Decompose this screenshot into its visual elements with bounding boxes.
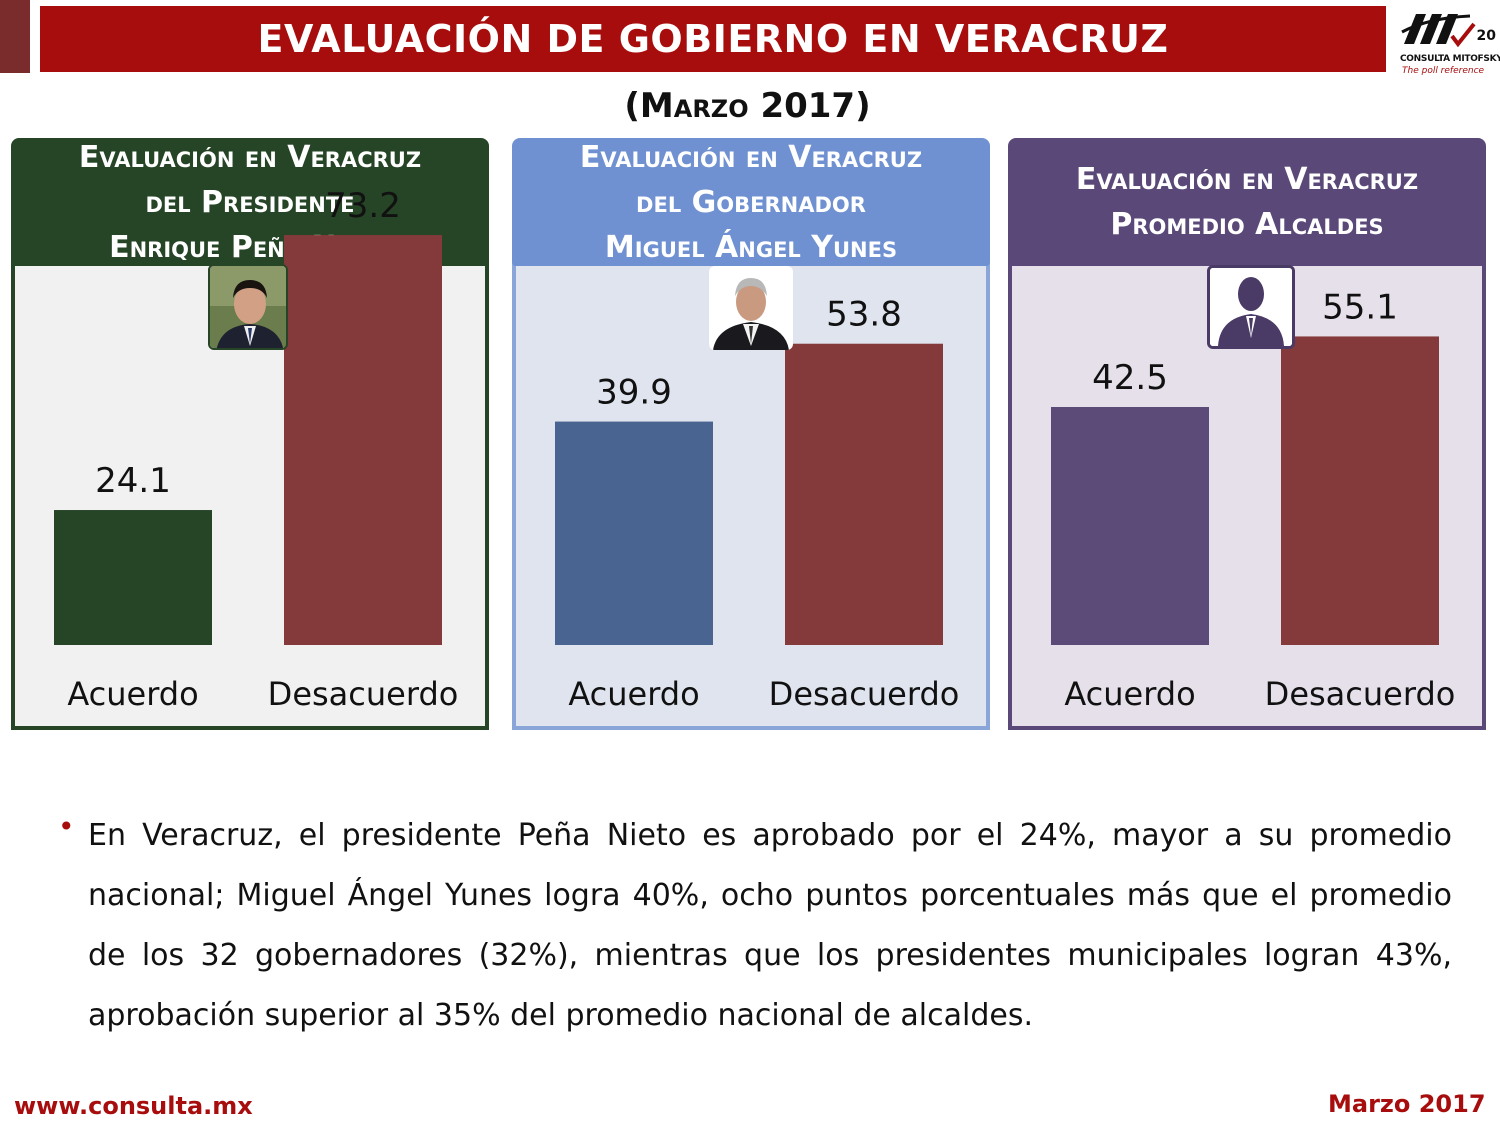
summary-text: En Veracruz, el presidente Peña Nieto es… (88, 818, 1452, 1033)
heading-line: Evaluación en Veracruz (78, 139, 422, 175)
bar-chart: 24.1 Acuerdo 73.2 Desacuerdo (54, 186, 459, 713)
heading-line: Promedio Alcaldes (1110, 207, 1384, 242)
category-label: Acuerdo (568, 675, 699, 713)
logo-tagline: The poll reference (1402, 66, 1485, 76)
president-panel: Evaluación en Veracruz del Presidente En… (11, 138, 489, 730)
heading-line: del Presidente (145, 184, 355, 220)
consulta-mitofsky-logo: 20 CONSULTA MITOFSKY The poll reference (1396, 6, 1500, 82)
side-accent-block (0, 0, 30, 73)
governor-photo (709, 266, 793, 350)
data-label: 55.1 (1322, 287, 1398, 327)
panel-heading: Evaluación en Veracruz Promedio Alcaldes (1008, 138, 1486, 266)
category-label: Acuerdo (67, 675, 198, 713)
heading-line: del Gobernador (636, 184, 866, 220)
category-label: Desacuerdo (769, 675, 960, 713)
bar-acuerdo (555, 421, 713, 645)
bar-acuerdo (1051, 407, 1209, 645)
logo-years: 20 (1476, 28, 1496, 44)
bar-acuerdo (54, 510, 212, 645)
bullet-icon: • (58, 810, 75, 843)
heading-line: Evaluación en Veracruz (579, 139, 923, 175)
subtitle: (Marzo 2017) (624, 86, 871, 126)
panel-heading: Evaluación en Veracruz del Presidente En… (11, 138, 489, 266)
footer-url: www.consulta.mx (14, 1092, 253, 1120)
mayors-panel: Evaluación en Veracruz Promedio Alcaldes… (1008, 138, 1486, 730)
heading-line: Evaluación en Veracruz (1075, 162, 1419, 197)
president-photo (208, 264, 288, 350)
page-title: EVALUACIÓN DE GOBIERNO EN VERACRUZ (257, 17, 1169, 61)
bar-desacuerdo (284, 235, 442, 645)
data-label: 24.1 (95, 461, 171, 501)
bar-desacuerdo (785, 343, 943, 645)
governor-panel: Evaluación en Veracruz del Gobernador Mi… (512, 138, 990, 730)
data-label: 73.2 (325, 186, 401, 226)
logo-mark-icon (1401, 14, 1476, 48)
panel-heading: Evaluación en Veracruz del Gobernador Mi… (512, 138, 990, 266)
data-label: 53.8 (826, 295, 902, 335)
footer-date: Marzo 2017 (1328, 1090, 1486, 1118)
mayor-silhouette-icon (1207, 265, 1295, 349)
category-label: Desacuerdo (1265, 675, 1456, 713)
title-bar: EVALUACIÓN DE GOBIERNO EN VERACRUZ (40, 6, 1386, 72)
data-label: 39.9 (596, 373, 672, 413)
data-label: 42.5 (1092, 358, 1168, 398)
logo-brand: CONSULTA MITOFSKY (1400, 54, 1500, 64)
category-label: Acuerdo (1064, 675, 1195, 713)
bar-chart: 42.5 Acuerdo 55.1 Desacuerdo (1051, 287, 1456, 713)
bar-chart: 39.9 Acuerdo 53.8 Desacuerdo (555, 295, 960, 713)
category-label: Desacuerdo (268, 675, 459, 713)
bar-desacuerdo (1281, 336, 1439, 645)
heading-line: Miguel Ángel Yunes (604, 229, 898, 265)
